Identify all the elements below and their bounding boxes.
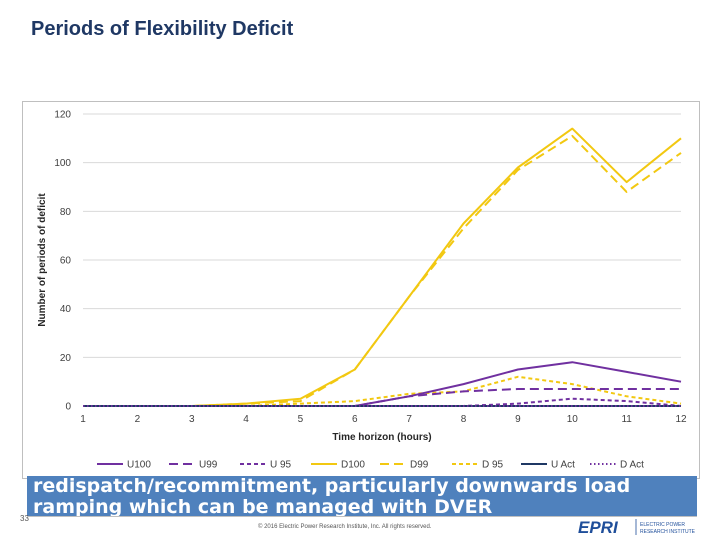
x-tick-label: 3 — [189, 414, 195, 425]
x-tick-label: 6 — [352, 414, 358, 425]
x-tick-label: 7 — [406, 414, 412, 425]
x-tick-label: 10 — [567, 414, 579, 425]
x-tick-label: 11 — [621, 414, 632, 425]
y-axis-title: Number of periods of deficit — [37, 193, 48, 327]
y-tick-label: 40 — [60, 304, 72, 315]
x-tick-label: 8 — [461, 414, 467, 425]
legend-label: D Act — [620, 460, 644, 471]
y-tick-label: 0 — [65, 402, 71, 413]
body-text: redispatch/recommitment, particularly do… — [33, 476, 693, 516]
y-tick-label: 100 — [54, 158, 71, 169]
series-line-u100 — [83, 361, 682, 407]
x-tick-label: 12 — [675, 414, 687, 425]
y-tick-label: 20 — [60, 353, 72, 364]
logo-line-1: ELECTRIC POWER — [640, 522, 685, 528]
series-line-d100 — [83, 127, 682, 407]
epri-logo: EPRI ELECTRIC POWER RESEARCH INSTITUTE — [578, 518, 696, 537]
logo-line-2: RESEARCH INSTITUTE — [640, 529, 696, 535]
x-tick-label: 5 — [298, 414, 304, 425]
y-tick-label: 80 — [60, 207, 72, 218]
page-number: 33 — [20, 514, 29, 523]
x-tick-label: 4 — [243, 414, 249, 425]
legend-label: U100 — [127, 460, 151, 471]
legend-label: U 95 — [270, 460, 292, 471]
series-line-u99 — [83, 388, 681, 407]
slide-title: Periods of Flexibility Deficit — [31, 18, 294, 40]
legend-label: U Act — [551, 460, 575, 471]
series-line-u-95 — [83, 397, 682, 407]
chart-frame: 0 20 40 60 80 100 120 1 2 3 4 5 6 7 8 9 10 11 12 Time horiz… — [22, 101, 700, 479]
legend-label: D 95 — [482, 460, 504, 471]
x-axis-title: Time horizon (hours) — [332, 432, 431, 443]
body-text-band: redispatch/recommitment, particularly do… — [27, 476, 697, 516]
legend-label: U99 — [199, 460, 218, 471]
x-tick-label: 1 — [80, 414, 86, 425]
body-text-line-1: redispatch/recommitment, particularly do… — [33, 476, 631, 497]
body-text-line-2: ramping which can be managed with DVER — [33, 496, 493, 517]
copyright-notice: © 2016 Electric Power Research Institute… — [258, 524, 432, 530]
x-tick-label: 9 — [515, 414, 521, 425]
footer-divider — [27, 516, 697, 517]
y-tick-label: 120 — [54, 110, 71, 121]
y-tick-label: 60 — [60, 256, 72, 267]
legend-label: D100 — [341, 460, 365, 471]
x-tick-label: 2 — [135, 414, 141, 425]
legend-label: D99 — [410, 460, 429, 471]
logo-mark: EPRI — [578, 518, 619, 537]
